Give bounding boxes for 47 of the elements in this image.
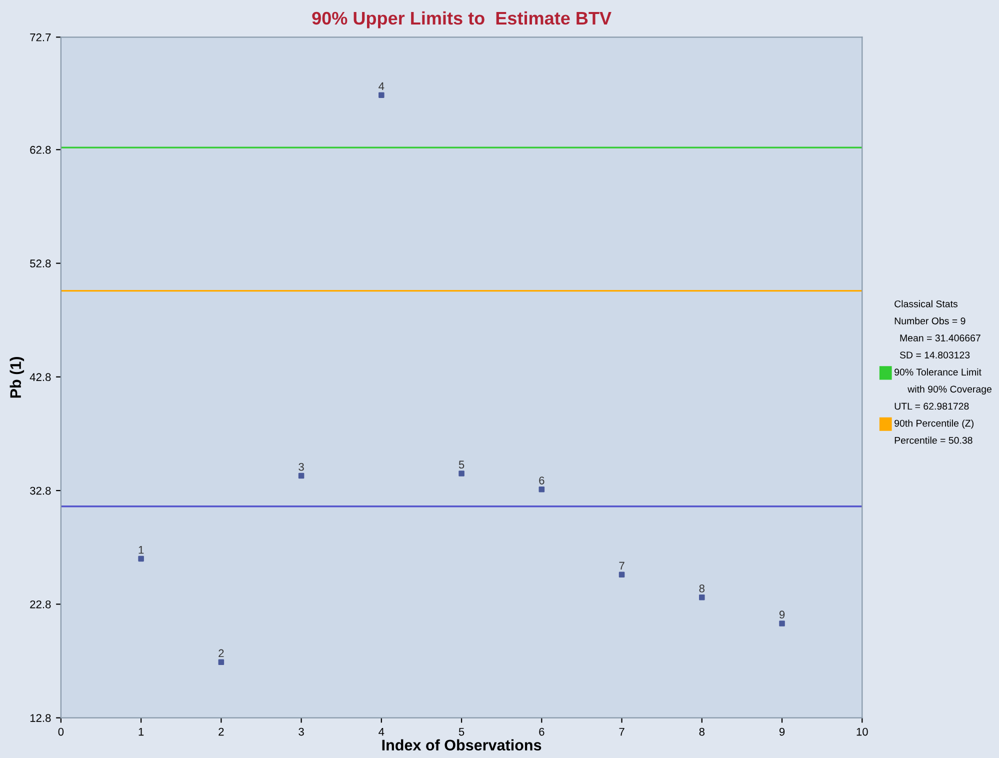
annotation: 1 [138,546,144,554]
y-tick-label: 12.8 [30,714,51,722]
legend-label: 90% Tolerance Limit with 90% Coverage [894,368,992,395]
x-tick-label: 10 [856,728,868,736]
text: Number Obs = 9 [894,317,966,324]
x-tick-label: 2 [218,728,224,736]
x-tick-label: 3 [298,728,304,736]
x-tick-label: 7 [619,728,624,736]
annotation: 3 [298,462,304,471]
x-tick-label: 4 [378,728,384,736]
x-tick-label: 8 [699,728,705,736]
annotation: 2 [218,649,224,658]
point [618,572,625,578]
x-tick-label: 9 [779,728,785,736]
x-tick-label: 6 [539,728,544,736]
x-tick-label: 5 [458,728,464,736]
text: SD = 14.803123 [900,352,970,358]
point [378,92,384,98]
y-tick-label: 22.8 [30,600,51,608]
y-tick-label: 32.8 [30,486,51,495]
chart-title: 90% Upper Limits to Estimate BTV [312,11,612,28]
point [779,620,785,626]
legend-label: 90th Percentile (Z) [894,420,974,429]
y-tick-label: 62.8 [30,146,51,154]
x-axis-title: Index of Observations [382,739,542,751]
text: Classical Stats [894,300,958,308]
annotation: 4 [378,82,384,90]
x-tick-label: 1 [138,728,144,736]
text: Mean = 31.406667 [900,334,980,342]
annotation: 7 [619,562,624,570]
annotation: 6 [539,476,544,484]
text: UTL = 62.981728 [894,402,969,410]
point [218,659,224,666]
annotation: 5 [458,460,464,469]
annotation: 9 [779,610,785,619]
annotation: 8 [699,584,705,592]
point [538,486,545,492]
point [699,594,705,600]
y-tick-label: 52.8 [30,260,51,268]
point [298,472,304,479]
point [458,470,464,476]
y-tick-label: 72.7 [30,33,51,42]
y-axis-title: Pb (1) [10,357,24,398]
y-tick-label: 42.8 [30,373,51,382]
point [138,556,144,562]
text: Percentile = 50.38 [894,436,972,444]
x-tick-label: 0 [58,728,64,736]
